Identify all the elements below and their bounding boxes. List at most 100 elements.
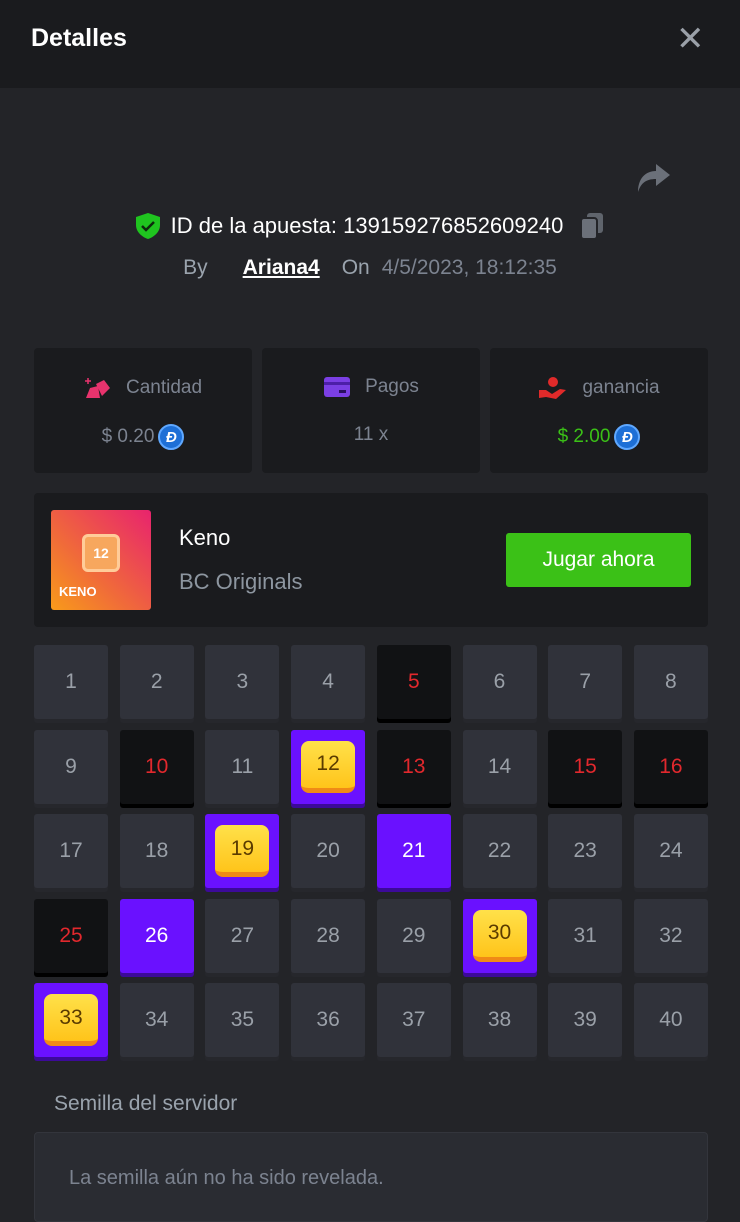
keno-cell-12: 12 <box>291 729 366 804</box>
keno-cell-1: 1 <box>34 645 108 719</box>
stat-label: Pagos <box>365 376 419 397</box>
stat-value: $ 2.00 <box>557 426 611 447</box>
keno-cell-25: 25 <box>34 898 108 973</box>
keno-cell-17: 17 <box>34 814 108 888</box>
keno-cell-27: 27 <box>205 898 280 973</box>
profit-hand-icon <box>539 377 567 399</box>
play-now-button[interactable]: Jugar ahora <box>506 533 691 587</box>
bet-date: 4/5/2023, 18:12:35 <box>381 256 557 279</box>
keno-cell-11: 11 <box>205 729 280 804</box>
keno-cell-number: 7 <box>579 670 592 693</box>
stat-value: 11 x <box>353 424 389 445</box>
user-link[interactable]: Ariana4 <box>242 256 320 279</box>
bet-id-line: ID de la apuesta: 139159276852609240 <box>0 212 740 240</box>
keno-cell-number: 35 <box>230 1008 255 1031</box>
keno-cell-3: 3 <box>205 645 280 719</box>
keno-cell-30: 30 <box>462 898 537 973</box>
server-seed-label: Semilla del servidor <box>54 1092 238 1115</box>
game-card: 12 KENO Keno BC Originals Jugar ahora <box>34 493 708 627</box>
card-icon <box>324 377 351 397</box>
on-label: On <box>341 256 370 279</box>
keno-cell-number: 34 <box>145 1008 169 1031</box>
header: Detalles ✕ <box>0 0 740 88</box>
keno-cell-number: 4 <box>322 670 334 693</box>
keno-cell-6: 6 <box>462 645 537 719</box>
keno-cell-29: 29 <box>376 898 451 973</box>
keno-cell-7: 7 <box>548 645 623 719</box>
keno-cell-9: 9 <box>34 729 108 804</box>
keno-cell-13: 13 <box>376 729 451 804</box>
stat-label: Cantidad <box>125 377 203 398</box>
keno-cell-40: 40 <box>633 983 708 1057</box>
keno-cell-39: 39 <box>548 983 623 1057</box>
keno-cell-number: 20 <box>316 839 340 862</box>
keno-cell-number: 36 <box>316 1008 340 1031</box>
keno-cell-20: 20 <box>291 814 366 888</box>
keno-cell-number: 6 <box>493 670 506 693</box>
thumb-logo-text: KENO <box>59 584 97 599</box>
keno-cell-number: 1 <box>65 670 77 693</box>
keno-cell-31: 31 <box>548 898 623 973</box>
keno-cell-number: 28 <box>316 923 340 947</box>
keno-cell-number: 24 <box>659 839 683 862</box>
bet-byline: By Ariana4 On 4/5/2023, 18:12:35 <box>0 256 740 280</box>
keno-cell-15: 15 <box>548 729 623 804</box>
close-icon[interactable]: ✕ <box>676 20 705 58</box>
keno-cell-5: 5 <box>376 645 451 719</box>
verified-shield-icon <box>135 213 160 239</box>
keno-cell-number: 21 <box>402 839 426 862</box>
keno-cell-number: 17 <box>59 839 83 862</box>
keno-cell-8: 8 <box>633 645 708 719</box>
keno-cell-28: 28 <box>291 898 366 973</box>
keno-cell-16: 16 <box>633 729 708 804</box>
keno-cell-34: 34 <box>119 983 194 1057</box>
keno-cell-number: 11 <box>231 754 254 778</box>
keno-cell-36: 36 <box>291 983 366 1057</box>
keno-cell-number: 14 <box>487 754 512 778</box>
keno-cell-18: 18 <box>119 814 194 888</box>
bet-id-label: ID de la apuesta: <box>170 213 337 238</box>
keno-cell-number: 27 <box>230 923 255 947</box>
keno-cell-number: 8 <box>665 670 677 693</box>
hit-gem-icon: 30 <box>472 909 527 962</box>
keno-cell-2: 2 <box>119 645 194 719</box>
keno-cell-22: 22 <box>462 814 537 888</box>
keno-cell-number: 37 <box>402 1008 426 1031</box>
keno-cell-number: 9 <box>65 754 77 778</box>
keno-cell-number: 39 <box>573 1008 597 1031</box>
thumb-gem: 12 <box>82 534 120 572</box>
stat-label: ganancia <box>582 377 660 398</box>
keno-cell-number: 2 <box>150 670 163 693</box>
hit-gem-icon: 33 <box>44 994 98 1046</box>
copy-icon[interactable] <box>579 212 605 240</box>
keno-cell-number: 26 <box>145 923 169 947</box>
game-provider: BC Originals <box>179 569 303 594</box>
bet-amount-icon <box>84 378 110 398</box>
keno-cell-21: 21 <box>376 814 451 888</box>
share-icon[interactable] <box>636 162 672 194</box>
keno-cell-32: 32 <box>633 898 708 973</box>
server-seed-value: La semilla aún no ha sido revelada. <box>69 1167 384 1189</box>
stat-payout: Pagos 11 x <box>262 348 480 473</box>
stat-amount: Cantidad $ 0.20 Đ <box>34 348 252 473</box>
keno-cell-number: 32 <box>659 923 683 947</box>
keno-cell-33: 33 <box>34 983 108 1057</box>
keno-cell-38: 38 <box>462 983 537 1057</box>
game-name: Keno <box>179 525 231 550</box>
keno-cell-number: 10 <box>145 754 169 778</box>
keno-cell-24: 24 <box>633 814 708 888</box>
server-seed-field: La semilla aún no ha sido revelada. <box>34 1132 708 1222</box>
digibyte-coin-icon: Đ <box>158 424 185 450</box>
hit-gem-icon: 12 <box>301 740 356 793</box>
keno-cell-23: 23 <box>548 814 623 888</box>
keno-cell-14: 14 <box>462 729 537 804</box>
keno-cell-number: 13 <box>402 754 426 778</box>
keno-cell-number: 15 <box>573 754 597 778</box>
stat-value: $ 0.20 <box>101 426 155 447</box>
keno-thumbnail[interactable]: 12 KENO <box>51 510 151 610</box>
bet-id: 139159276852609240 <box>343 213 564 238</box>
keno-cell-number: 40 <box>659 1008 683 1031</box>
keno-cell-10: 10 <box>119 729 194 804</box>
keno-cell-number: 31 <box>573 923 597 947</box>
keno-cell-number: 29 <box>402 923 426 947</box>
